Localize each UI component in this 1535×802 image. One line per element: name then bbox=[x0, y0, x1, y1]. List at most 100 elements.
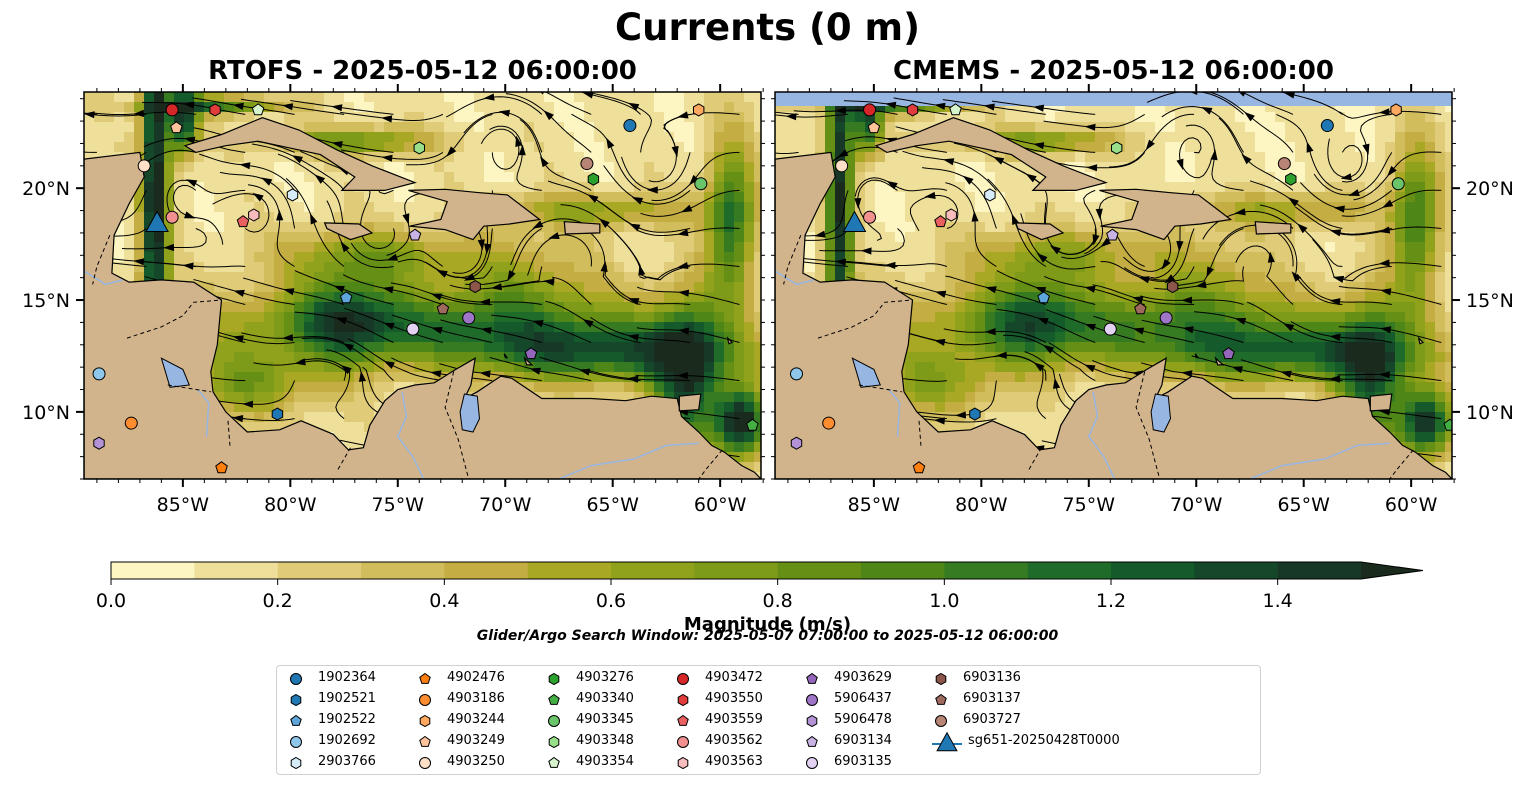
colorbar-label: Magnitude (m/s) bbox=[683, 614, 852, 635]
streamline-arrow bbox=[1378, 108, 1390, 116]
legend-marker-icon bbox=[806, 672, 818, 684]
streamline-arrow bbox=[631, 197, 644, 205]
colorbar-segment bbox=[1111, 562, 1195, 579]
legend-marker-icon bbox=[935, 693, 947, 705]
lon-tick-label: 75°W bbox=[372, 494, 425, 516]
legend-label: 4903250 bbox=[447, 754, 505, 769]
streamline-arrow bbox=[383, 360, 395, 369]
lon-tick-label: 85°W bbox=[157, 494, 210, 516]
streamline-arrow bbox=[382, 286, 394, 294]
streamline-arrow bbox=[381, 154, 393, 162]
legend-marker-icon bbox=[548, 735, 560, 749]
marker-1902692 bbox=[92, 367, 106, 381]
marker-4903276 bbox=[587, 172, 600, 186]
land bbox=[1417, 336, 1425, 345]
streamline-arrow bbox=[886, 180, 898, 190]
streamline-arrow bbox=[35, 105, 46, 112]
streamline-arrow bbox=[1084, 324, 1096, 331]
streamline-arrow bbox=[1032, 104, 1045, 112]
streamline-arrow bbox=[627, 334, 639, 342]
streamline-arrow bbox=[1306, 141, 1314, 153]
streamline-arrow bbox=[934, 102, 946, 110]
streamline-arrow bbox=[638, 264, 646, 276]
marker-4903340 bbox=[1443, 418, 1452, 431]
legend-label: 5906478 bbox=[834, 712, 892, 727]
legend-marker-icon bbox=[290, 693, 302, 707]
river bbox=[396, 391, 425, 479]
lake bbox=[459, 393, 481, 433]
legend-marker-icon bbox=[419, 714, 431, 728]
legend-label: 6903134 bbox=[834, 733, 892, 748]
legend-marker-icon bbox=[548, 693, 560, 705]
streamline-arrow bbox=[333, 285, 345, 293]
marker-4902476 bbox=[215, 461, 228, 474]
legend-label: 6903136 bbox=[963, 670, 1021, 685]
streamline-arrow bbox=[232, 335, 244, 343]
marker-4903250 bbox=[835, 159, 849, 173]
streamline-arrow bbox=[540, 156, 549, 168]
streamline-arrow bbox=[1025, 173, 1037, 183]
marker-6903135 bbox=[406, 322, 420, 336]
marker-4903629 bbox=[1222, 347, 1235, 360]
map-frame bbox=[774, 91, 1453, 480]
border bbox=[858, 384, 902, 393]
legend-marker-icon bbox=[806, 694, 818, 706]
streamline-arrow bbox=[532, 220, 544, 229]
river bbox=[888, 389, 901, 437]
marker-4903249 bbox=[170, 121, 183, 134]
legend-marker-icon bbox=[677, 736, 689, 748]
streamline-arrow bbox=[342, 343, 354, 352]
legend-marker-icon bbox=[419, 757, 431, 769]
streamline-arrow bbox=[933, 417, 945, 425]
streamline-arrow bbox=[532, 320, 544, 328]
border bbox=[337, 447, 351, 471]
streamline-arrow bbox=[358, 370, 366, 382]
streamline-arrow bbox=[1132, 327, 1145, 335]
border bbox=[167, 384, 211, 393]
streamline-arrow bbox=[689, 174, 699, 186]
streamline-arrow bbox=[436, 269, 448, 278]
streamline-arrow bbox=[479, 298, 490, 306]
streamline-arrow bbox=[463, 273, 476, 281]
marker-6903136 bbox=[1166, 280, 1179, 294]
axis-ticks: 85°W 80°W 75°W 70°W 65°W 60°W 20°N 15°N 10°N bbox=[22, 84, 765, 516]
panel-title-cmems: CMEMS - 2025-05-12 06:00:00 bbox=[893, 56, 1334, 86]
streamline-arrow bbox=[1084, 364, 1096, 373]
legend-label: 4903186 bbox=[447, 691, 505, 706]
streamline-arrow bbox=[678, 289, 690, 297]
streamline-arrow bbox=[1181, 296, 1193, 304]
streamline-arrow bbox=[678, 327, 690, 335]
streamline-arrow bbox=[837, 149, 849, 158]
streamline-arrow bbox=[1164, 274, 1176, 284]
lat-tick-label: 20°N bbox=[22, 178, 70, 200]
legend-label: 4903550 bbox=[705, 691, 763, 706]
legend-marker-icon bbox=[677, 714, 689, 726]
streamline-arrow bbox=[854, 198, 862, 209]
marker-1902521 bbox=[969, 407, 981, 421]
legend-marker-icon bbox=[290, 756, 302, 770]
float-markers bbox=[789, 103, 1452, 474]
streamline-arrow bbox=[335, 317, 347, 325]
streamline-arrow bbox=[381, 115, 393, 123]
marker-4903354 bbox=[949, 103, 962, 116]
marker-1902522 bbox=[1037, 291, 1050, 304]
legend-marker-icon bbox=[806, 757, 818, 769]
streamline-arrow bbox=[35, 144, 46, 151]
border bbox=[1028, 447, 1042, 471]
legend-marker-icon bbox=[548, 672, 560, 686]
streamline-arrow bbox=[281, 103, 294, 111]
streamline-arrow bbox=[1288, 197, 1299, 207]
streamline-arrow bbox=[1176, 240, 1184, 252]
marker-4903629 bbox=[524, 347, 538, 360]
streamline-arrow bbox=[885, 101, 897, 109]
streamline-arrow bbox=[1132, 296, 1144, 304]
legend-marker-icon bbox=[548, 715, 560, 727]
border bbox=[698, 449, 723, 479]
streamline-arrow bbox=[677, 372, 688, 380]
marker-4903472 bbox=[165, 103, 179, 117]
streamline-arrow bbox=[942, 158, 955, 166]
legend-marker-icon bbox=[290, 736, 302, 748]
marker-4903562 bbox=[165, 210, 179, 224]
streamline-arrow bbox=[314, 174, 326, 184]
streamline-arrow bbox=[1161, 258, 1171, 270]
